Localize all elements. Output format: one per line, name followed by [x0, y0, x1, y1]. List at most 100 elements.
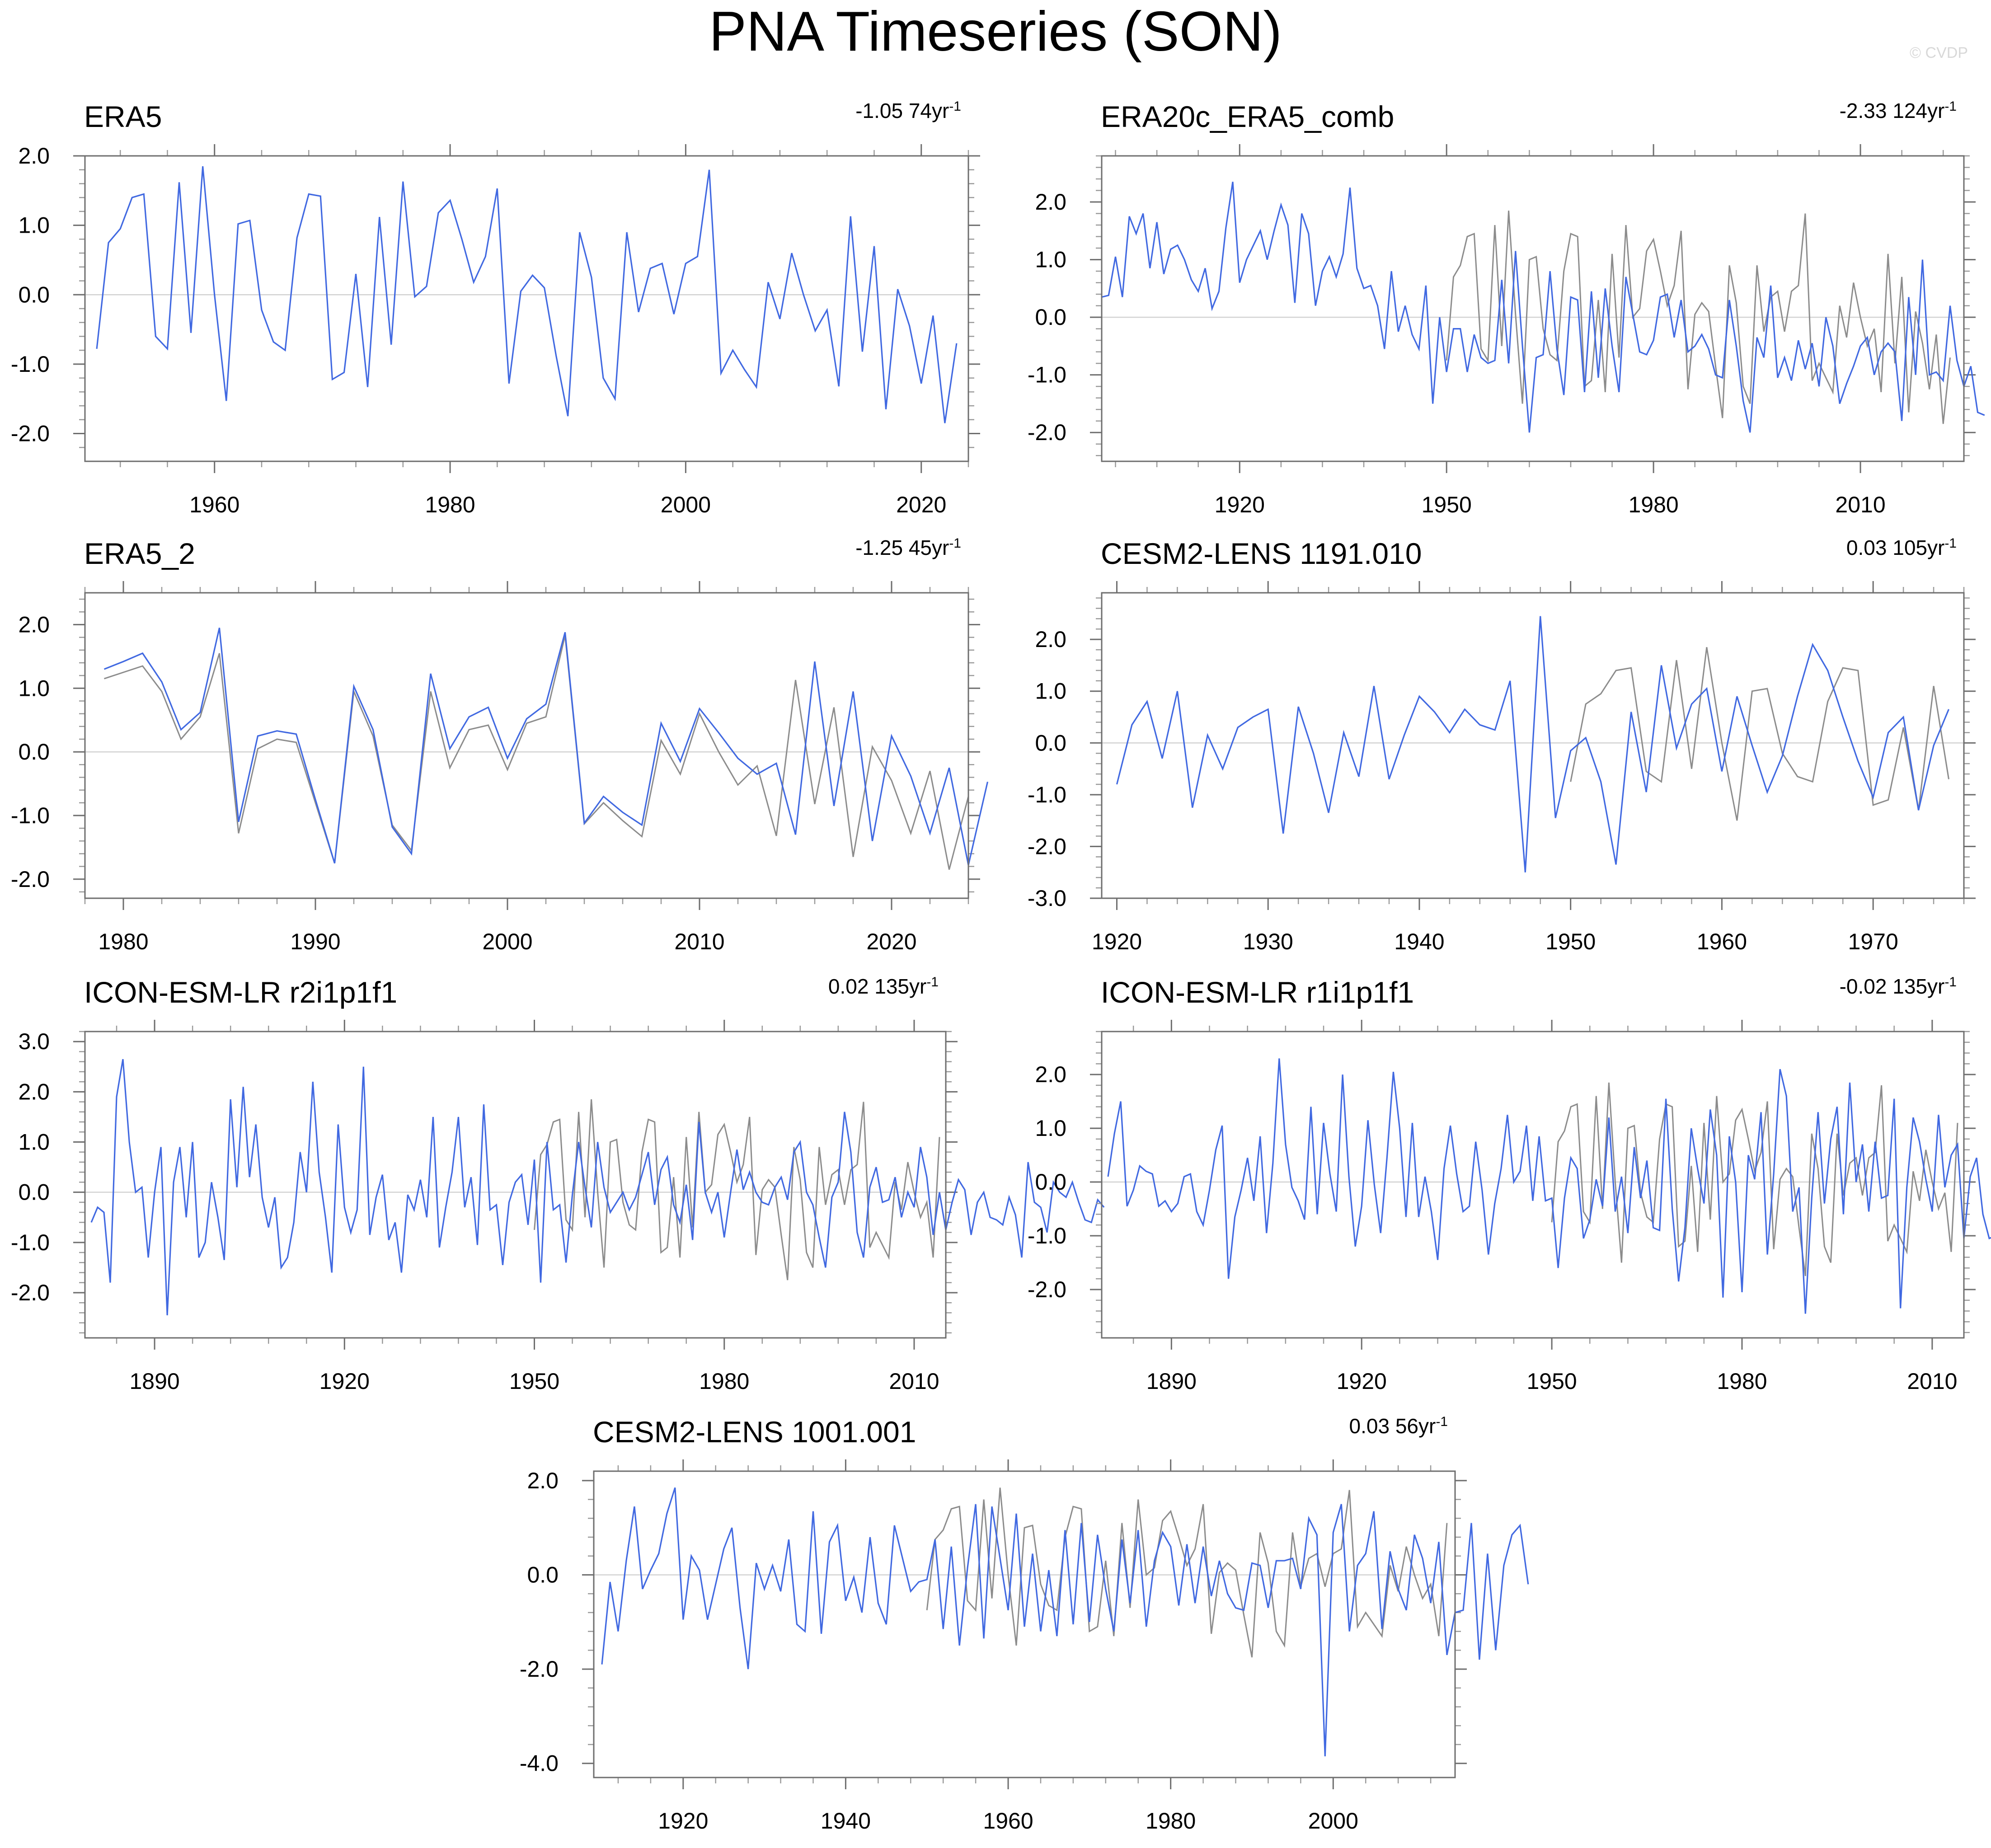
trend-exponent: -1	[1944, 536, 1957, 551]
model-series-line	[96, 166, 958, 423]
observed-series-line	[104, 635, 969, 870]
model-series-line	[601, 1487, 1529, 1757]
x-tick-label: 1970	[1848, 929, 1898, 954]
y-tick-label: -2.0	[11, 867, 50, 892]
x-tick-label: 1950	[1526, 1369, 1577, 1394]
y-tick-label: 2.0	[1035, 627, 1066, 652]
trend-label: 0.03 56yr-1	[1349, 1414, 1448, 1438]
x-tick-label: 1920	[1092, 929, 1142, 954]
x-tick-label: 1960	[1697, 929, 1747, 954]
plot-frame	[1101, 155, 1965, 462]
panel-title: ERA5_2	[84, 537, 195, 570]
trend-exponent: -1	[1436, 1414, 1448, 1429]
figure-title: PNA Timeseries (SON)	[709, 0, 1282, 63]
y-tick-label: -1.0	[11, 803, 50, 828]
y-tick-label: -2.0	[1028, 834, 1066, 859]
x-tick-label: 1980	[98, 929, 148, 954]
trend-label: -2.33 124yr-1	[1840, 99, 1957, 123]
y-tick-label: 2.0	[18, 612, 50, 637]
y-tick-label: 1.0	[18, 675, 50, 701]
model-series-line	[1116, 616, 1949, 872]
x-tick-label: 1980	[1717, 1369, 1767, 1394]
model-series-line	[1107, 1058, 1991, 1314]
y-tick-label: -1.0	[11, 352, 50, 377]
panel-1: ERA20c_ERA5_comb -2.33 124yr-1 2.0 1.0 0.0 -1…	[1028, 99, 1985, 517]
trend-label: 0.02 135yr-1	[828, 975, 939, 999]
y-tick-label: 2.0	[1035, 189, 1066, 215]
y-tick-label: 0.0	[18, 739, 50, 765]
y-tick-label: 2.0	[18, 1079, 50, 1104]
x-tick-label: 1920	[319, 1369, 370, 1394]
trend-exponent: -1	[1944, 975, 1957, 990]
trend-exponent: -1	[949, 99, 961, 114]
y-tick-label: -1.0	[1028, 782, 1066, 807]
panel-title: ICON-ESM-LR r2i1p1f1	[84, 976, 397, 1009]
watermark: © CVDP	[1910, 44, 1968, 61]
plot-frame	[84, 155, 969, 462]
panel-5: ICON-ESM-LR r1i1p1f1 -0.02 135yr-1 2.0 1.0 0…	[1028, 975, 1991, 1394]
trend-label: -1.25 45yr-1	[855, 536, 961, 560]
y-tick-label: -1.0	[1028, 1223, 1066, 1248]
x-tick-label: 1930	[1243, 929, 1293, 954]
x-tick-label: 2020	[896, 492, 946, 517]
y-tick-label: 1.0	[18, 1130, 50, 1155]
y-tick-label: 0.0	[18, 1180, 50, 1205]
panel-6: CESM2-LENS 1001.001 0.03 56yr-1 2.0 0.0 -2.0…	[520, 1414, 1529, 1834]
observed-series-line	[1570, 647, 1949, 821]
plot-frame	[593, 1470, 1456, 1778]
y-tick-label: 2.0	[527, 1468, 559, 1493]
model-series-line	[90, 1059, 1105, 1316]
x-tick-label: 1960	[983, 1808, 1033, 1834]
panel-title: ICON-ESM-LR r1i1p1f1	[1101, 976, 1414, 1009]
x-tick-label: 1940	[1394, 929, 1444, 954]
x-tick-label: 2010	[889, 1369, 939, 1394]
trend-exponent: -1	[926, 975, 939, 990]
y-tick-label: -1.0	[11, 1230, 50, 1255]
y-tick-label: 3.0	[18, 1029, 50, 1054]
x-tick-label: 1890	[1146, 1369, 1197, 1394]
plot-frame	[1101, 1031, 1965, 1339]
y-tick-label: -2.0	[1028, 420, 1066, 445]
x-tick-label: 2000	[482, 929, 532, 954]
observed-series-line	[534, 1099, 940, 1280]
x-tick-label: 2000	[661, 492, 711, 517]
panel-title: ERA5	[84, 100, 162, 133]
panel-3: CESM2-LENS 1191.010 0.03 105yr-1 2.0 1.0 0.0…	[1028, 536, 1976, 954]
x-tick-label: 1920	[658, 1808, 708, 1834]
trend-exponent: -1	[949, 536, 961, 551]
model-series-line	[103, 628, 989, 866]
panel-4: ICON-ESM-LR r2i1p1f1 0.02 135yr-1 3.0 2.0 1.…	[11, 975, 1105, 1394]
x-tick-label: 2000	[1308, 1808, 1358, 1834]
x-tick-label: 1950	[1422, 492, 1472, 517]
trend-exponent: -1	[1944, 99, 1957, 114]
x-tick-label: 1960	[189, 492, 239, 517]
trend-value: -1.05 74yr	[855, 99, 949, 122]
y-tick-label: 0.0	[1035, 730, 1066, 755]
x-tick-label: 1890	[129, 1369, 179, 1394]
y-tick-label: 1.0	[1035, 679, 1066, 704]
trend-value: 0.03 56yr	[1349, 1414, 1436, 1438]
panel-0: ERA5 -1.05 74yr-1 2.0 1.0 0.0 -1.0 -2.0 1960 198…	[11, 99, 980, 517]
y-tick-label: 0.0	[1035, 305, 1066, 330]
y-tick-label: 0.0	[18, 282, 50, 307]
y-tick-label: 2.0	[18, 143, 50, 169]
y-tick-label: 1.0	[1035, 1116, 1066, 1141]
x-tick-label: 1950	[1545, 929, 1596, 954]
y-tick-label: 1.0	[18, 213, 50, 238]
x-tick-label: 2010	[1835, 492, 1885, 517]
x-tick-label: 1940	[821, 1808, 871, 1834]
x-tick-label: 2010	[674, 929, 724, 954]
x-tick-label: 1980	[699, 1369, 749, 1394]
plot-frame	[84, 592, 969, 899]
x-tick-label: 1980	[1629, 492, 1679, 517]
y-tick-label: 1.0	[1035, 247, 1066, 272]
observed-series-line	[1551, 1082, 1958, 1276]
x-tick-label: 1980	[425, 492, 475, 517]
trend-label: 0.03 105yr-1	[1846, 536, 1957, 560]
panel-title: CESM2-LENS 1191.010	[1101, 537, 1422, 570]
trend-value: -1.25 45yr	[855, 536, 949, 559]
x-tick-label: 1920	[1215, 492, 1265, 517]
model-series-line	[1101, 182, 1985, 433]
